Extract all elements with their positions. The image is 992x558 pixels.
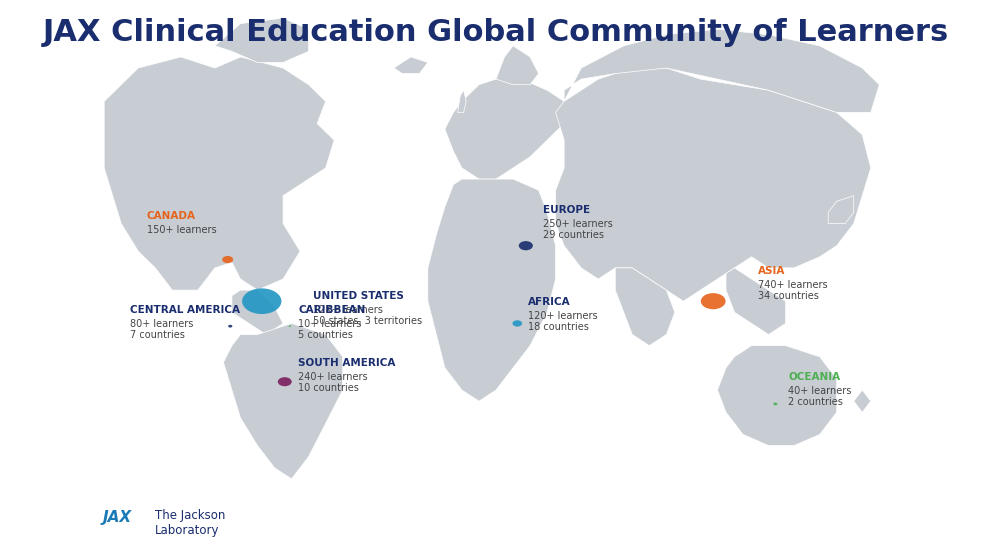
- Text: 40+ learners: 40+ learners: [789, 386, 851, 396]
- Text: JAX Clinical Education Global Community of Learners: JAX Clinical Education Global Community …: [43, 18, 949, 47]
- Polygon shape: [615, 268, 675, 345]
- Text: CANADA: CANADA: [147, 211, 195, 221]
- Text: 80+ learners: 80+ learners: [130, 319, 193, 329]
- Text: UNITED STATES: UNITED STATES: [312, 291, 404, 301]
- Circle shape: [278, 377, 292, 386]
- Text: 7 countries: 7 countries: [130, 330, 185, 340]
- Polygon shape: [496, 46, 539, 85]
- Text: 150+ learners: 150+ learners: [147, 224, 216, 234]
- Circle shape: [228, 325, 232, 328]
- Polygon shape: [717, 345, 836, 446]
- Polygon shape: [223, 324, 342, 479]
- Text: 29 countries: 29 countries: [543, 230, 604, 240]
- Polygon shape: [564, 29, 879, 112]
- Polygon shape: [444, 79, 564, 179]
- Circle shape: [289, 325, 291, 327]
- Text: 12K+ learners: 12K+ learners: [312, 305, 383, 315]
- Text: 250+ learners: 250+ learners: [543, 219, 613, 229]
- Polygon shape: [394, 57, 428, 74]
- Text: SOUTH AMERICA: SOUTH AMERICA: [299, 358, 396, 368]
- Text: 240+ learners: 240+ learners: [299, 372, 368, 382]
- Text: 50 states, 3 territories: 50 states, 3 territories: [312, 316, 422, 326]
- Polygon shape: [428, 179, 556, 401]
- Text: 10 countries: 10 countries: [299, 383, 359, 393]
- Polygon shape: [104, 57, 334, 290]
- Text: 10+ learners: 10+ learners: [299, 319, 362, 329]
- Text: JAX: JAX: [102, 510, 132, 525]
- Circle shape: [774, 402, 778, 405]
- Text: 18 countries: 18 countries: [529, 322, 589, 332]
- Polygon shape: [854, 390, 871, 412]
- Circle shape: [700, 293, 725, 309]
- Text: 2 countries: 2 countries: [789, 397, 843, 407]
- Polygon shape: [828, 196, 854, 223]
- Text: AFRICA: AFRICA: [529, 297, 571, 307]
- Polygon shape: [556, 68, 871, 301]
- Circle shape: [513, 320, 522, 326]
- Text: EUROPE: EUROPE: [543, 205, 590, 215]
- Text: 34 countries: 34 countries: [758, 291, 819, 301]
- Text: The Jackson
Laboratory: The Jackson Laboratory: [156, 509, 225, 537]
- Text: ASIA: ASIA: [758, 266, 786, 276]
- Polygon shape: [457, 90, 466, 112]
- Polygon shape: [232, 290, 283, 335]
- Text: 120+ learners: 120+ learners: [529, 311, 598, 321]
- Circle shape: [222, 256, 233, 263]
- Text: OCEANIA: OCEANIA: [789, 372, 840, 382]
- Text: CENTRAL AMERICA: CENTRAL AMERICA: [130, 305, 240, 315]
- Polygon shape: [215, 18, 309, 62]
- Text: 5 countries: 5 countries: [299, 330, 353, 340]
- Text: 740+ learners: 740+ learners: [758, 280, 828, 290]
- Polygon shape: [726, 268, 786, 335]
- Circle shape: [519, 241, 533, 251]
- Circle shape: [242, 288, 282, 314]
- Text: CARIBBEAN: CARIBBEAN: [299, 305, 366, 315]
- Polygon shape: [556, 190, 624, 257]
